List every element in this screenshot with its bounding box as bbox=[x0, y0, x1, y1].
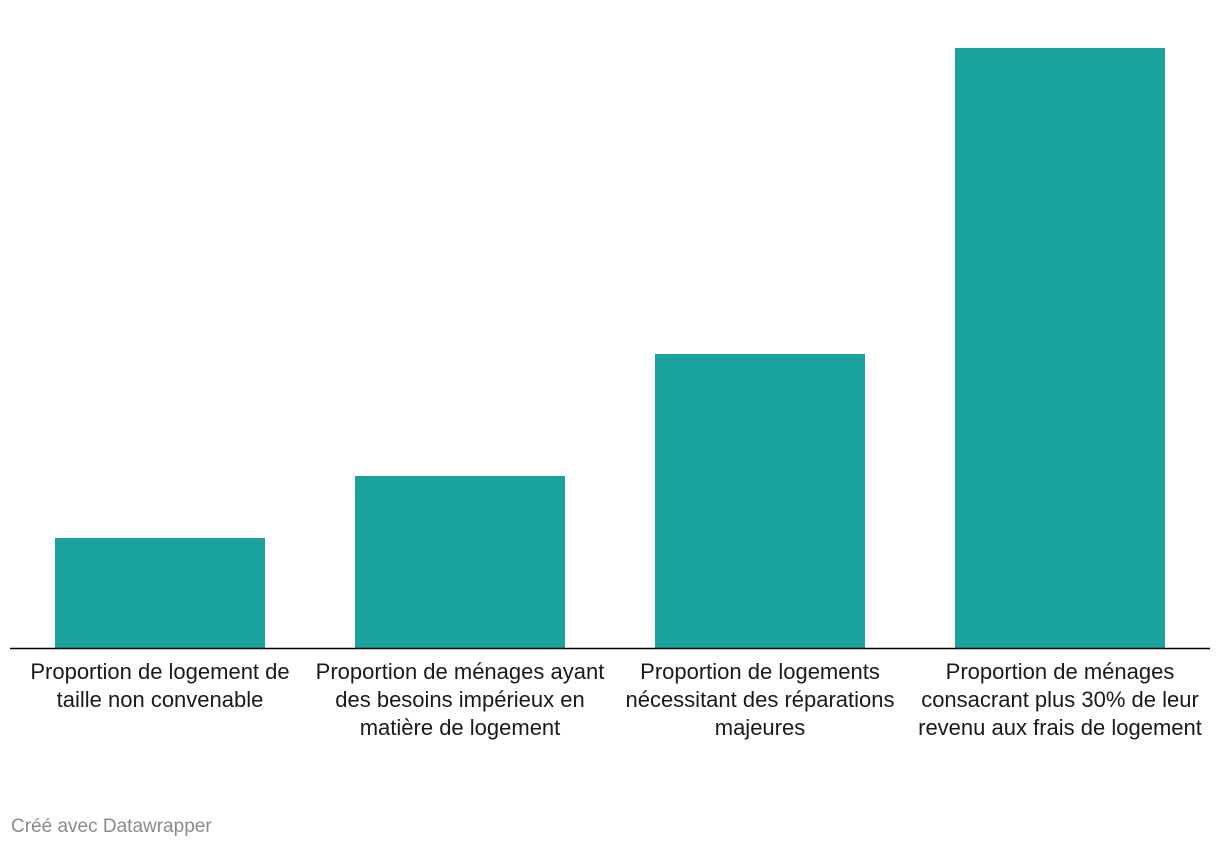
bar-4 bbox=[955, 48, 1165, 648]
bar-2 bbox=[355, 476, 565, 648]
x-tick-label-3: Proportion de logements nécessitant des … bbox=[625, 659, 895, 740]
x-tick-label-4: Proportion de ménages consacrant plus 30… bbox=[918, 659, 1202, 740]
x-tick-label-1: Proportion de logement de taille non con… bbox=[30, 659, 290, 712]
bar-1 bbox=[55, 538, 265, 648]
bar-3 bbox=[655, 354, 865, 648]
x-tick-label-2: Proportion de ménages ayant des besoins … bbox=[315, 659, 605, 740]
footer-credit: Créé avec Datawrapper bbox=[11, 816, 212, 837]
